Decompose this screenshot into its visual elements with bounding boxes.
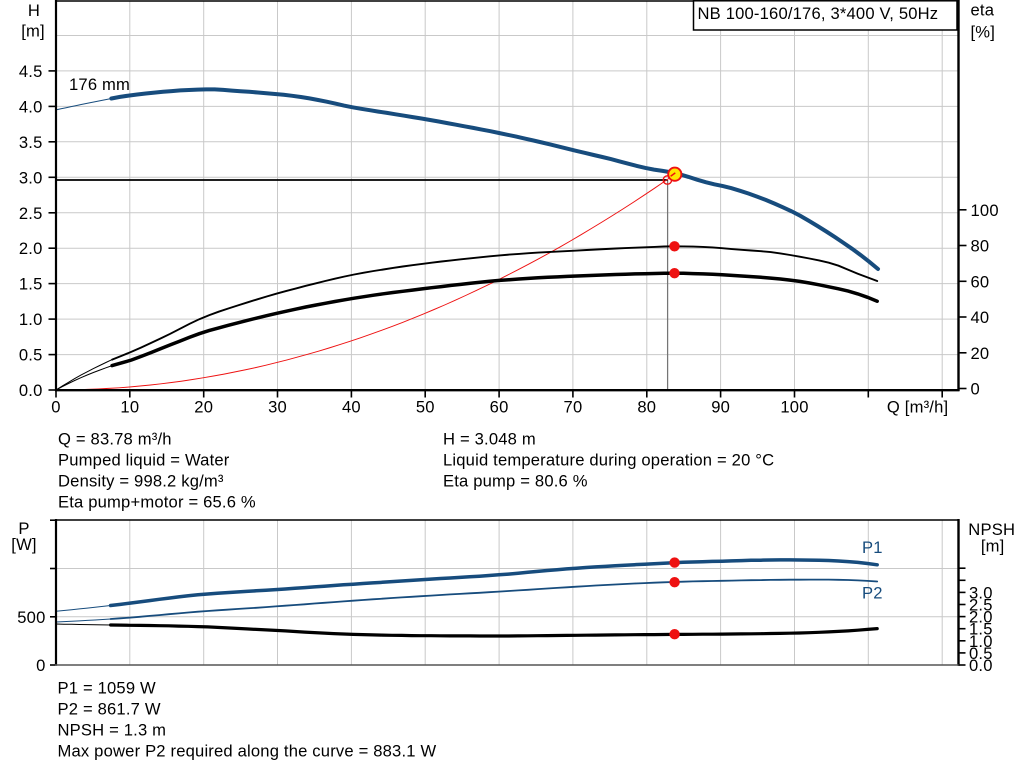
- svg-text:60: 60: [490, 398, 509, 417]
- svg-text:100: 100: [780, 398, 808, 417]
- svg-text:20: 20: [194, 398, 213, 417]
- svg-text:H: H: [28, 1, 40, 20]
- svg-text:Pumped liquid = Water: Pumped liquid = Water: [58, 451, 230, 470]
- svg-text:P1: P1: [862, 538, 883, 557]
- svg-text:eta: eta: [971, 1, 995, 20]
- svg-text:2.0: 2.0: [969, 608, 993, 627]
- svg-text:[m]: [m]: [21, 22, 45, 41]
- svg-text:50: 50: [416, 398, 435, 417]
- svg-text:176 mm: 176 mm: [69, 75, 130, 94]
- svg-text:[%]: [%]: [971, 23, 996, 42]
- svg-text:2.5: 2.5: [19, 204, 43, 223]
- svg-text:90: 90: [711, 398, 730, 417]
- svg-text:4.0: 4.0: [19, 97, 43, 116]
- svg-text:P: P: [18, 519, 29, 538]
- svg-text:Q = 83.78 m³/h: Q = 83.78 m³/h: [58, 430, 172, 449]
- svg-text:20: 20: [971, 344, 990, 363]
- svg-text:60: 60: [971, 272, 990, 291]
- svg-text:500: 500: [17, 608, 45, 627]
- svg-text:0.5: 0.5: [19, 346, 43, 365]
- svg-text:H = 3.048 m: H = 3.048 m: [443, 430, 536, 449]
- svg-text:0.0: 0.0: [19, 381, 43, 400]
- svg-text:Eta pump+motor = 65.6 %: Eta pump+motor = 65.6 %: [58, 493, 256, 512]
- svg-text:40: 40: [342, 398, 361, 417]
- svg-text:NPSH = 1.3 m: NPSH = 1.3 m: [58, 721, 167, 740]
- svg-text:1.5: 1.5: [19, 275, 43, 294]
- svg-text:3.5: 3.5: [19, 133, 43, 152]
- svg-text:0: 0: [36, 656, 45, 675]
- svg-text:0: 0: [51, 398, 60, 417]
- svg-text:40: 40: [971, 308, 990, 327]
- svg-text:2.5: 2.5: [969, 596, 993, 615]
- svg-text:Max power P2 required along th: Max power P2 required along the curve = …: [58, 742, 437, 761]
- svg-text:Q [m³/h]: Q [m³/h]: [887, 398, 948, 417]
- svg-text:P1 = 1059 W: P1 = 1059 W: [58, 679, 157, 698]
- svg-text:[m]: [m]: [981, 537, 1005, 556]
- svg-text:Liquid temperature during oper: Liquid temperature during operation = 20…: [443, 451, 774, 470]
- svg-text:Eta pump = 80.6 %: Eta pump = 80.6 %: [443, 472, 588, 491]
- svg-text:NPSH: NPSH: [968, 520, 1015, 539]
- svg-text:10: 10: [120, 398, 139, 417]
- svg-text:80: 80: [637, 398, 656, 417]
- svg-text:P2 = 861.7 W: P2 = 861.7 W: [58, 700, 161, 719]
- svg-text:1.0: 1.0: [19, 310, 43, 329]
- svg-text:1.0: 1.0: [969, 632, 993, 651]
- svg-text:3.0: 3.0: [19, 168, 43, 187]
- svg-text:P2: P2: [862, 584, 883, 603]
- svg-text:80: 80: [971, 237, 990, 256]
- svg-text:Density = 998.2 kg/m³: Density = 998.2 kg/m³: [58, 472, 224, 491]
- svg-text:2.0: 2.0: [19, 239, 43, 258]
- svg-text:NB 100-160/176, 3*400 V, 50Hz: NB 100-160/176, 3*400 V, 50Hz: [698, 4, 939, 23]
- svg-text:100: 100: [971, 201, 999, 220]
- svg-text:70: 70: [564, 398, 583, 417]
- svg-text:0: 0: [971, 380, 980, 399]
- svg-text:3.0: 3.0: [969, 583, 993, 602]
- svg-text:4.5: 4.5: [19, 62, 43, 81]
- svg-text:30: 30: [268, 398, 287, 417]
- svg-text:0.0: 0.0: [969, 656, 993, 675]
- svg-text:1.5: 1.5: [969, 620, 993, 639]
- svg-text:0.5: 0.5: [969, 644, 993, 663]
- svg-text:[W]: [W]: [11, 535, 36, 554]
